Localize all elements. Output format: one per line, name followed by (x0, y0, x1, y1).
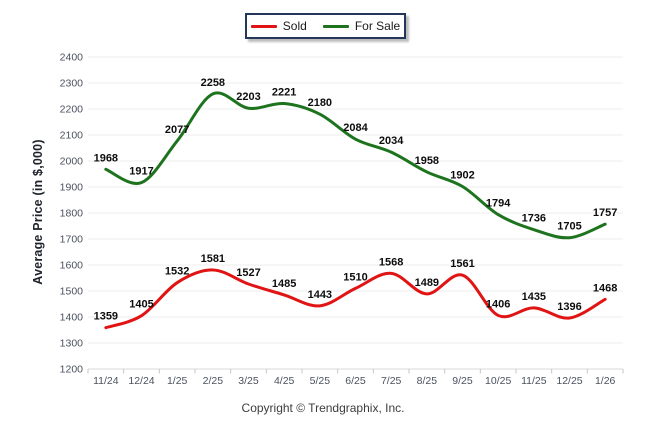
svg-text:1794: 1794 (486, 198, 511, 210)
svg-text:1561: 1561 (450, 258, 474, 270)
svg-text:2300: 2300 (60, 78, 84, 90)
svg-text:12/25: 12/25 (556, 375, 582, 387)
svg-text:5/25: 5/25 (310, 375, 331, 387)
svg-text:2077: 2077 (165, 124, 189, 136)
svg-text:1396: 1396 (557, 301, 581, 313)
svg-text:9/25: 9/25 (452, 375, 473, 387)
sold-line-swatch (250, 24, 277, 28)
svg-text:1200: 1200 (60, 364, 84, 376)
legend-label-sold: Sold (282, 19, 307, 33)
for-sale-line-swatch (322, 24, 349, 28)
legend-item-for-sale: For Sale (322, 19, 401, 33)
svg-text:2400: 2400 (60, 52, 84, 64)
svg-text:1510: 1510 (343, 271, 367, 283)
svg-text:2200: 2200 (60, 104, 84, 116)
svg-text:1405: 1405 (129, 299, 153, 311)
svg-text:6/25: 6/25 (345, 375, 366, 387)
svg-text:1581: 1581 (201, 253, 225, 265)
svg-text:1900: 1900 (60, 182, 84, 194)
svg-text:3/25: 3/25 (238, 375, 259, 387)
svg-text:1757: 1757 (593, 207, 617, 219)
svg-text:2221: 2221 (272, 87, 296, 99)
svg-text:1800: 1800 (60, 208, 84, 220)
svg-text:1527: 1527 (236, 267, 260, 279)
svg-text:12/24: 12/24 (128, 375, 154, 387)
svg-text:2180: 2180 (308, 97, 332, 109)
svg-text:1300: 1300 (60, 338, 84, 350)
svg-text:1435: 1435 (522, 291, 546, 303)
svg-text:8/25: 8/25 (417, 375, 438, 387)
svg-text:1/25: 1/25 (167, 375, 188, 387)
svg-text:1700: 1700 (60, 234, 84, 246)
svg-text:2034: 2034 (379, 135, 404, 147)
svg-text:1500: 1500 (60, 286, 84, 298)
svg-text:1443: 1443 (308, 289, 332, 301)
svg-text:1902: 1902 (450, 169, 474, 181)
svg-text:1400: 1400 (60, 312, 84, 324)
svg-text:1359: 1359 (94, 311, 118, 323)
svg-text:1917: 1917 (129, 166, 153, 178)
svg-text:10/25: 10/25 (485, 375, 511, 387)
svg-text:1532: 1532 (165, 266, 189, 278)
svg-text:7/25: 7/25 (381, 375, 402, 387)
svg-text:1568: 1568 (379, 256, 403, 268)
svg-text:1736: 1736 (522, 213, 546, 225)
svg-text:2100: 2100 (60, 130, 84, 142)
copyright-text: Copyright © Trendgraphix, Inc. (241, 401, 405, 415)
svg-text:11/25: 11/25 (521, 375, 547, 387)
svg-text:4/25: 4/25 (274, 375, 295, 387)
legend-item-sold: Sold (250, 19, 307, 33)
svg-text:1958: 1958 (415, 155, 439, 167)
svg-text:2084: 2084 (343, 122, 368, 134)
svg-text:1489: 1489 (415, 277, 439, 289)
svg-text:11/24: 11/24 (93, 375, 119, 387)
legend-label-for-sale: For Sale (354, 19, 401, 33)
svg-text:2/25: 2/25 (203, 375, 224, 387)
svg-text:1705: 1705 (557, 221, 581, 233)
svg-text:1968: 1968 (94, 152, 118, 164)
svg-text:1600: 1600 (60, 260, 84, 272)
svg-text:2258: 2258 (201, 77, 225, 89)
svg-text:1/26: 1/26 (595, 375, 616, 387)
svg-text:1468: 1468 (593, 282, 617, 294)
svg-text:2000: 2000 (60, 156, 84, 168)
svg-text:1406: 1406 (486, 298, 510, 310)
legend: Sold For Sale (245, 13, 406, 39)
svg-text:2203: 2203 (236, 91, 260, 103)
svg-text:1485: 1485 (272, 278, 296, 290)
